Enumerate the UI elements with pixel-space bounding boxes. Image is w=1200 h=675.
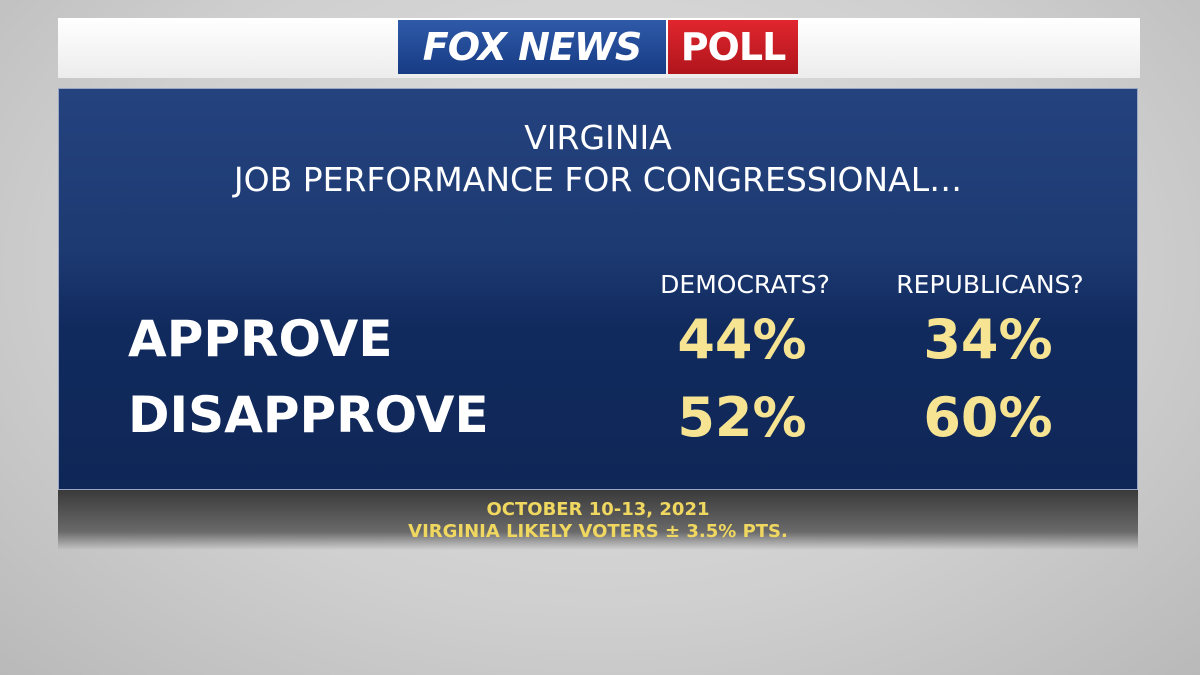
row-label: APPROVE	[128, 310, 393, 368]
panel	[58, 88, 1138, 490]
row-label: DISAPPROVE	[128, 386, 489, 444]
footer-line: OCTOBER 10-13, 2021	[486, 499, 710, 520]
logo-brand: FOX NEWS	[398, 20, 666, 74]
column-header: REPUBLICANS?	[896, 270, 1084, 299]
title-line: JOB PERFORMANCE FOR CONGRESSIONAL…	[233, 160, 963, 199]
value: 44%	[677, 308, 807, 371]
value: 60%	[923, 386, 1053, 449]
logo-product: POLL	[668, 20, 798, 74]
value: 34%	[923, 308, 1053, 371]
column-header: DEMOCRATS?	[660, 270, 830, 299]
footer-line: VIRGINIA LIKELY VOTERS ± 3.5% PTS.	[408, 521, 788, 542]
value: 52%	[677, 386, 807, 449]
title-line: VIRGINIA	[524, 118, 672, 157]
footer-band	[58, 490, 1138, 550]
